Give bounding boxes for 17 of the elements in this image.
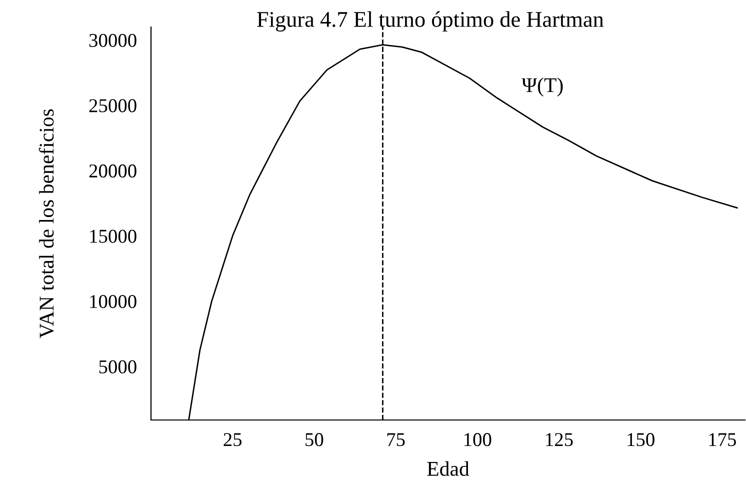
- x-tick-label: 125: [546, 433, 573, 446]
- y-axis-title: VAN total de los beneficios: [38, 109, 54, 338]
- x-tick-label: 100: [464, 433, 492, 446]
- x-tick-label: 25: [224, 433, 242, 446]
- chart-title: Figura 4.7 El turno óptimo de Hartman: [257, 11, 604, 32]
- y-tick-label: 10000: [90, 295, 136, 308]
- x-tick-label: 50: [306, 433, 324, 446]
- x-tick-label: 150: [628, 433, 654, 446]
- x-axis-title: Edad: [427, 461, 470, 476]
- y-tick-label: 15000: [90, 230, 136, 243]
- y-tick-label: 5000: [99, 360, 136, 374]
- x-tick-label: 175: [709, 433, 736, 446]
- x-tick-label: 75: [387, 433, 405, 446]
- series-label: Ψ(T): [522, 78, 563, 96]
- y-tick-label: 20000: [89, 164, 136, 178]
- y-tick-label: 25000: [89, 99, 136, 112]
- y-tick-label: 30000: [89, 34, 136, 47]
